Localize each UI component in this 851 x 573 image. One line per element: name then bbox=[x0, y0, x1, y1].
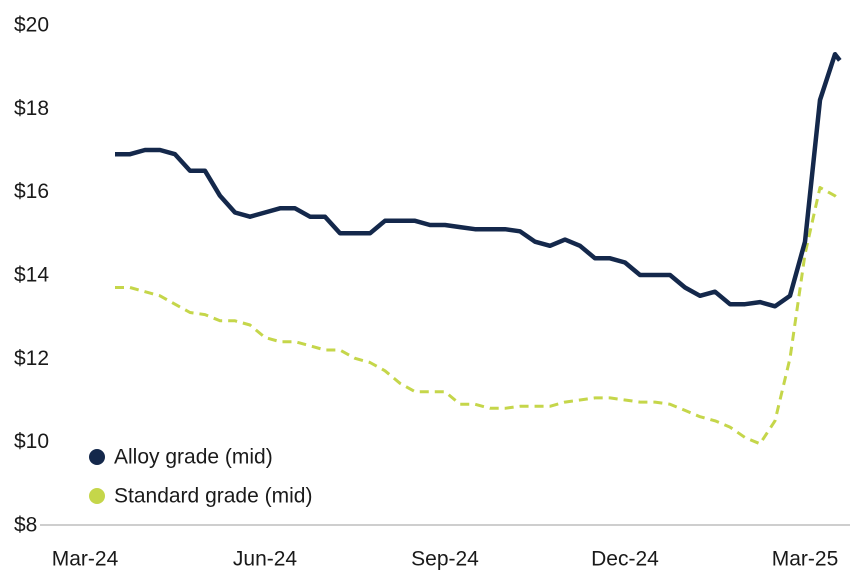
y-tick-label: $14 bbox=[14, 264, 49, 287]
y-tick-label: $16 bbox=[14, 180, 49, 203]
x-tick-label: Sep-24 bbox=[411, 548, 479, 571]
y-tick-label: $10 bbox=[14, 430, 49, 453]
legend-swatch bbox=[89, 449, 105, 465]
y-tick-label: $8 bbox=[14, 514, 37, 537]
legend-label: Standard grade (mid) bbox=[114, 485, 312, 508]
x-tick-label: Mar-25 bbox=[772, 548, 839, 571]
series-line bbox=[115, 51, 842, 309]
legend-swatch bbox=[89, 488, 105, 504]
x-tick-label: Jun-24 bbox=[233, 548, 298, 571]
legend-label: Alloy grade (mid) bbox=[114, 446, 273, 469]
x-tick-label: Mar-24 bbox=[52, 548, 119, 571]
y-tick-label: $18 bbox=[14, 97, 49, 120]
series-line bbox=[115, 186, 841, 446]
y-tick-label: $20 bbox=[14, 14, 49, 37]
x-tick-label: Dec-24 bbox=[591, 548, 659, 571]
y-tick-label: $12 bbox=[14, 347, 49, 370]
